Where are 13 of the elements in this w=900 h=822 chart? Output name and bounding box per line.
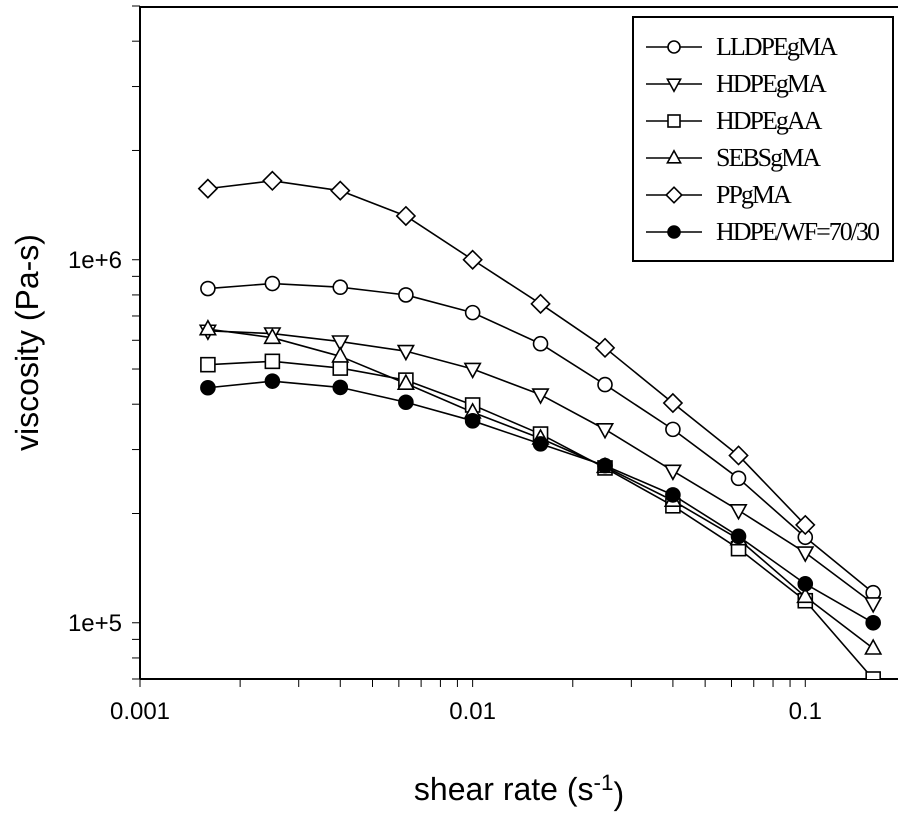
legend-label: HDPE/WF=70/30 — [716, 216, 878, 246]
x-tick-label: 0.001 — [110, 698, 170, 725]
legend-label: PPgMA — [716, 180, 790, 210]
x-axis-title: shear rate (s$^{-1}$) — [414, 770, 624, 812]
y-axis-title: viscosity (Pa-s) — [9, 234, 45, 451]
x-tick-label: 0.01 — [449, 698, 496, 725]
legend-label: HDPEgAA — [716, 106, 820, 136]
legend-label: LLDPEgMA — [716, 32, 836, 62]
y-tick-label: 1e+6 — [68, 247, 122, 274]
y-tick-label: 1e+5 — [68, 610, 122, 638]
legend-label: SEBSgMA — [716, 142, 820, 172]
x-tick-label: 0.1 — [788, 698, 822, 725]
legend-label: HDPEgMA — [716, 68, 825, 98]
